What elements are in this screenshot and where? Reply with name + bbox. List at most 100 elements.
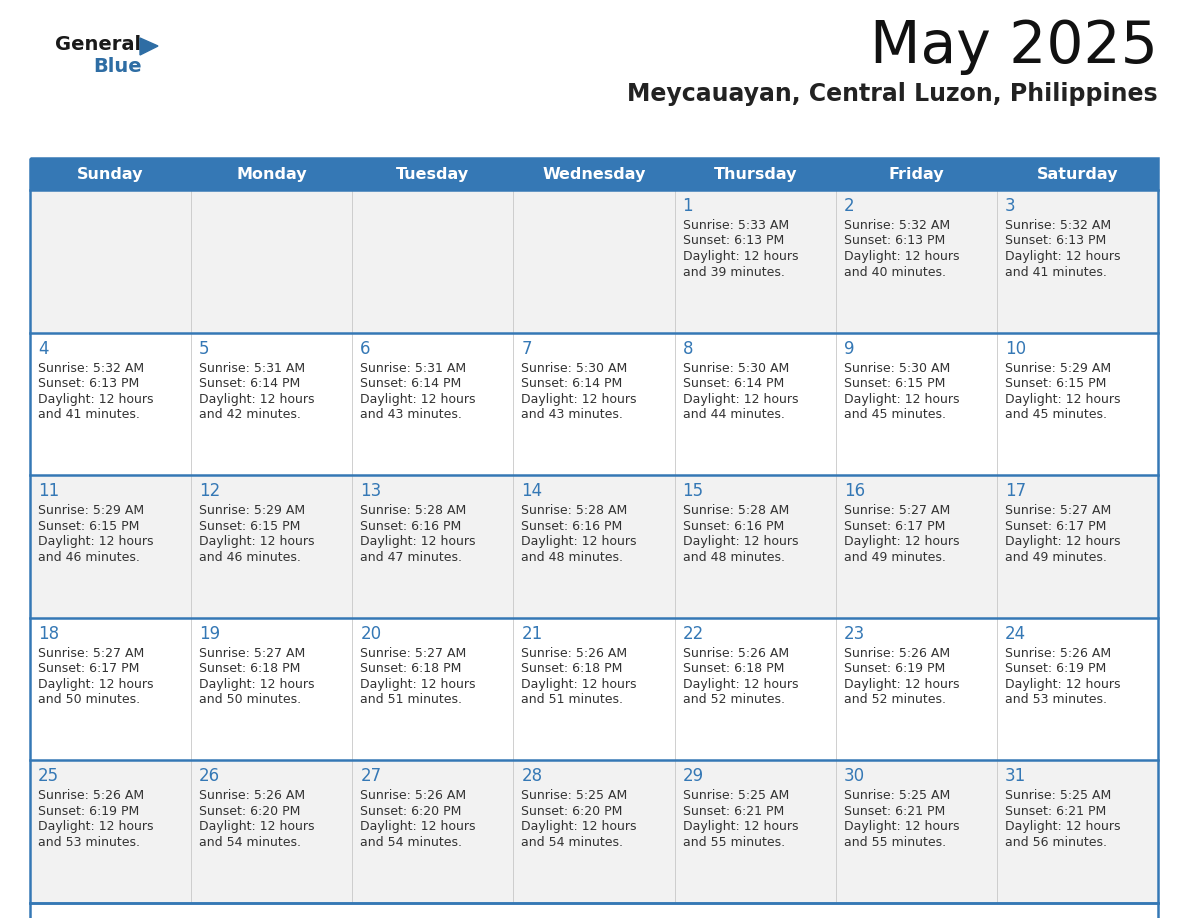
Text: Sunset: 6:16 PM: Sunset: 6:16 PM [360,520,461,532]
Text: 26: 26 [200,767,220,786]
Text: and 47 minutes.: and 47 minutes. [360,551,462,564]
Text: Sunrise: 5:28 AM: Sunrise: 5:28 AM [683,504,789,517]
Text: Sunrise: 5:27 AM: Sunrise: 5:27 AM [843,504,950,517]
Text: 24: 24 [1005,625,1026,643]
Text: Sunrise: 5:26 AM: Sunrise: 5:26 AM [1005,647,1111,660]
Text: and 50 minutes.: and 50 minutes. [38,693,140,706]
Text: 22: 22 [683,625,703,643]
Text: and 55 minutes.: and 55 minutes. [843,836,946,849]
Text: Sunrise: 5:26 AM: Sunrise: 5:26 AM [683,647,789,660]
Text: Sunrise: 5:26 AM: Sunrise: 5:26 AM [38,789,144,802]
Text: Sunset: 6:18 PM: Sunset: 6:18 PM [522,662,623,676]
Text: 4: 4 [38,340,49,358]
Text: 23: 23 [843,625,865,643]
Text: Sunset: 6:18 PM: Sunset: 6:18 PM [360,662,462,676]
Text: and 48 minutes.: and 48 minutes. [522,551,624,564]
Text: Sunset: 6:13 PM: Sunset: 6:13 PM [683,234,784,248]
Text: 27: 27 [360,767,381,786]
Text: and 55 minutes.: and 55 minutes. [683,836,785,849]
Text: and 43 minutes.: and 43 minutes. [360,409,462,421]
Text: Sunset: 6:18 PM: Sunset: 6:18 PM [200,662,301,676]
Text: Daylight: 12 hours: Daylight: 12 hours [38,677,153,691]
Text: Sunset: 6:20 PM: Sunset: 6:20 PM [522,805,623,818]
Text: 18: 18 [38,625,59,643]
Text: and 46 minutes.: and 46 minutes. [200,551,301,564]
Text: Sunrise: 5:32 AM: Sunrise: 5:32 AM [1005,219,1111,232]
Text: Sunset: 6:14 PM: Sunset: 6:14 PM [360,377,461,390]
Text: 15: 15 [683,482,703,500]
Text: and 54 minutes.: and 54 minutes. [360,836,462,849]
Text: Daylight: 12 hours: Daylight: 12 hours [683,393,798,406]
Text: and 50 minutes.: and 50 minutes. [200,693,302,706]
Text: Thursday: Thursday [713,166,797,182]
Text: and 51 minutes.: and 51 minutes. [522,693,624,706]
Text: Sunrise: 5:25 AM: Sunrise: 5:25 AM [683,789,789,802]
Text: Daylight: 12 hours: Daylight: 12 hours [522,677,637,691]
Text: 20: 20 [360,625,381,643]
Text: Sunday: Sunday [77,166,144,182]
Text: Sunrise: 5:30 AM: Sunrise: 5:30 AM [843,362,950,375]
Text: Daylight: 12 hours: Daylight: 12 hours [683,821,798,834]
Text: Sunrise: 5:27 AM: Sunrise: 5:27 AM [360,647,467,660]
Text: Tuesday: Tuesday [397,166,469,182]
Text: 19: 19 [200,625,220,643]
Text: and 53 minutes.: and 53 minutes. [38,836,140,849]
Text: Sunrise: 5:25 AM: Sunrise: 5:25 AM [843,789,950,802]
Text: 10: 10 [1005,340,1026,358]
Text: and 54 minutes.: and 54 minutes. [200,836,301,849]
Text: Daylight: 12 hours: Daylight: 12 hours [38,821,153,834]
Text: Sunset: 6:13 PM: Sunset: 6:13 PM [1005,234,1106,248]
Text: Sunset: 6:14 PM: Sunset: 6:14 PM [683,377,784,390]
Text: Sunset: 6:19 PM: Sunset: 6:19 PM [843,662,944,676]
Text: Sunset: 6:16 PM: Sunset: 6:16 PM [522,520,623,532]
Text: 29: 29 [683,767,703,786]
Text: Sunset: 6:20 PM: Sunset: 6:20 PM [360,805,462,818]
Text: Sunrise: 5:29 AM: Sunrise: 5:29 AM [200,504,305,517]
Text: and 39 minutes.: and 39 minutes. [683,265,784,278]
Text: Daylight: 12 hours: Daylight: 12 hours [360,821,475,834]
Text: Sunrise: 5:25 AM: Sunrise: 5:25 AM [1005,789,1111,802]
Text: Daylight: 12 hours: Daylight: 12 hours [200,821,315,834]
Text: 8: 8 [683,340,693,358]
Text: Daylight: 12 hours: Daylight: 12 hours [522,821,637,834]
Text: Daylight: 12 hours: Daylight: 12 hours [38,393,153,406]
Text: and 45 minutes.: and 45 minutes. [1005,409,1107,421]
Text: Sunset: 6:17 PM: Sunset: 6:17 PM [1005,520,1106,532]
Text: May 2025: May 2025 [870,18,1158,75]
Text: 28: 28 [522,767,543,786]
Text: 7: 7 [522,340,532,358]
Bar [30,190,1158,332]
Text: 13: 13 [360,482,381,500]
Text: Sunset: 6:19 PM: Sunset: 6:19 PM [1005,662,1106,676]
Text: and 43 minutes.: and 43 minutes. [522,409,624,421]
Text: Daylight: 12 hours: Daylight: 12 hours [1005,677,1120,691]
Text: 25: 25 [38,767,59,786]
Text: Daylight: 12 hours: Daylight: 12 hours [683,250,798,263]
Text: Sunset: 6:16 PM: Sunset: 6:16 PM [683,520,784,532]
Text: Daylight: 12 hours: Daylight: 12 hours [522,535,637,548]
Text: 12: 12 [200,482,221,500]
Text: Sunrise: 5:27 AM: Sunrise: 5:27 AM [1005,504,1111,517]
Text: Sunrise: 5:28 AM: Sunrise: 5:28 AM [522,504,627,517]
Text: Saturday: Saturday [1037,166,1118,182]
Text: Sunrise: 5:29 AM: Sunrise: 5:29 AM [38,504,144,517]
Text: and 44 minutes.: and 44 minutes. [683,409,784,421]
Text: Sunrise: 5:31 AM: Sunrise: 5:31 AM [360,362,467,375]
Text: Daylight: 12 hours: Daylight: 12 hours [38,535,153,548]
Text: Daylight: 12 hours: Daylight: 12 hours [1005,393,1120,406]
Text: Daylight: 12 hours: Daylight: 12 hours [200,393,315,406]
Text: Daylight: 12 hours: Daylight: 12 hours [843,677,959,691]
Text: Sunrise: 5:30 AM: Sunrise: 5:30 AM [683,362,789,375]
Text: Daylight: 12 hours: Daylight: 12 hours [200,535,315,548]
Text: Sunset: 6:15 PM: Sunset: 6:15 PM [200,520,301,532]
Text: 9: 9 [843,340,854,358]
Text: Wednesday: Wednesday [542,166,646,182]
Text: Daylight: 12 hours: Daylight: 12 hours [200,677,315,691]
Text: 5: 5 [200,340,209,358]
Bar [30,158,1158,918]
Text: Sunset: 6:15 PM: Sunset: 6:15 PM [38,520,139,532]
Text: Sunset: 6:20 PM: Sunset: 6:20 PM [200,805,301,818]
Text: Monday: Monday [236,166,307,182]
Text: Daylight: 12 hours: Daylight: 12 hours [843,535,959,548]
Text: Sunrise: 5:27 AM: Sunrise: 5:27 AM [200,647,305,660]
